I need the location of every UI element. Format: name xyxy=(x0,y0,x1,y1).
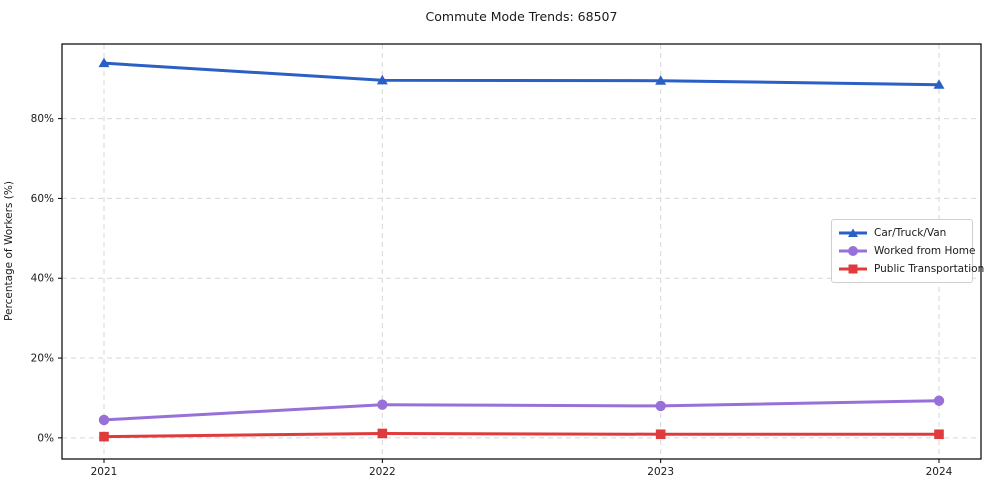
x-tick-label: 2022 xyxy=(369,466,396,478)
circle-marker xyxy=(655,400,666,412)
square-marker xyxy=(934,429,944,440)
y-tick-label: 80% xyxy=(31,113,54,125)
legend-item-label: Car/Truck/Van xyxy=(874,227,947,239)
legend-item: Public Transportation xyxy=(838,262,984,276)
square-marker xyxy=(99,431,109,442)
y-tick-label: 20% xyxy=(31,353,54,365)
square-marker xyxy=(655,429,666,440)
circle-marker xyxy=(98,414,110,426)
triangle-legend-icon xyxy=(838,226,868,240)
triangle-marker xyxy=(655,75,667,85)
chart-title: Commute Mode Trends: 68507 xyxy=(425,9,618,24)
legend-item: Car/Truck/Van xyxy=(838,226,964,240)
series-line xyxy=(102,61,941,87)
triangle-marker xyxy=(98,57,110,68)
series-line xyxy=(102,431,941,439)
triangle-marker xyxy=(933,79,945,89)
x-tick-label: 2023 xyxy=(647,466,674,478)
square-legend-icon xyxy=(838,262,868,276)
circle-marker xyxy=(933,395,945,406)
y-tick-label: 40% xyxy=(31,273,54,285)
series-line xyxy=(102,399,941,422)
x-tick-label: 2024 xyxy=(926,466,953,478)
y-tick-label: 0% xyxy=(37,432,54,444)
y-tick-label: 60% xyxy=(31,193,54,205)
legend-item-label: Public Transportation xyxy=(874,263,985,275)
circle-marker xyxy=(377,399,388,410)
square-marker xyxy=(377,428,388,439)
legend: Car/Truck/Van Worked from Home Public Tran… xyxy=(831,219,984,283)
legend-item: Worked from Home xyxy=(838,244,975,258)
circle-legend-icon xyxy=(838,244,868,258)
plot-border xyxy=(61,43,982,460)
legend-item-label: Worked from Home xyxy=(874,245,976,257)
triangle-marker xyxy=(376,74,388,85)
x-tick-label: 2021 xyxy=(91,466,118,478)
